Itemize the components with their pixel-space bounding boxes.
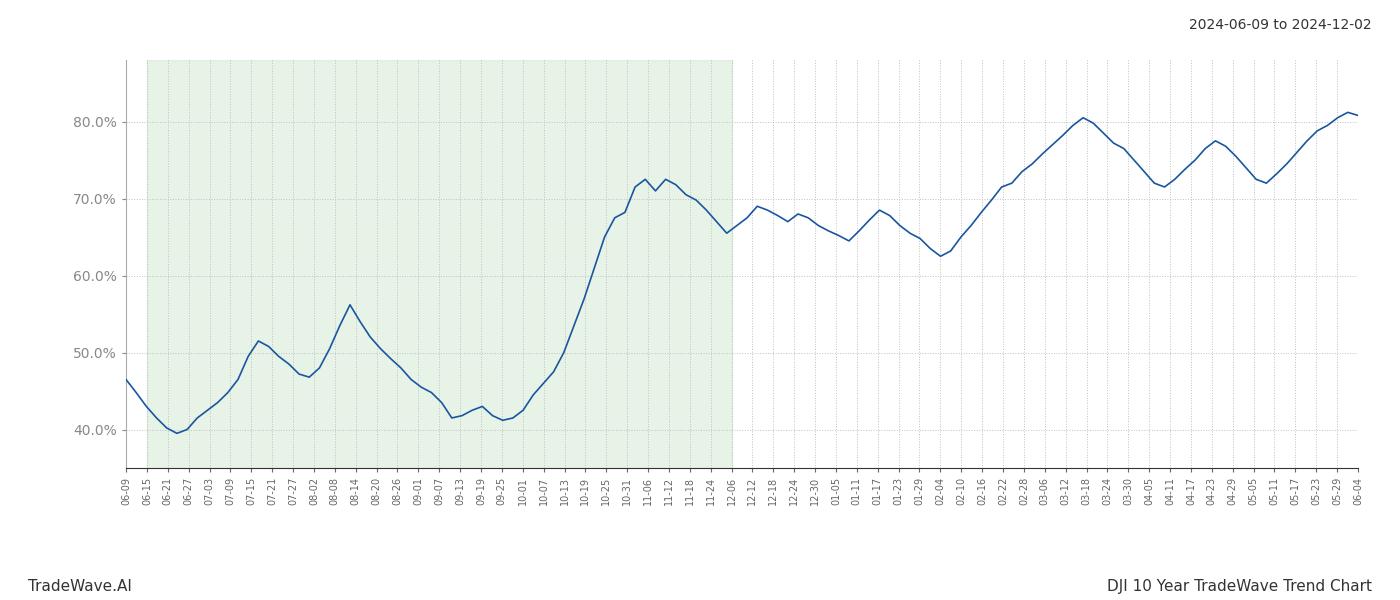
Text: 2024-06-09 to 2024-12-02: 2024-06-09 to 2024-12-02: [1190, 18, 1372, 32]
Text: DJI 10 Year TradeWave Trend Chart: DJI 10 Year TradeWave Trend Chart: [1107, 579, 1372, 594]
Bar: [147, 60, 732, 468]
Text: TradeWave.AI: TradeWave.AI: [28, 579, 132, 594]
